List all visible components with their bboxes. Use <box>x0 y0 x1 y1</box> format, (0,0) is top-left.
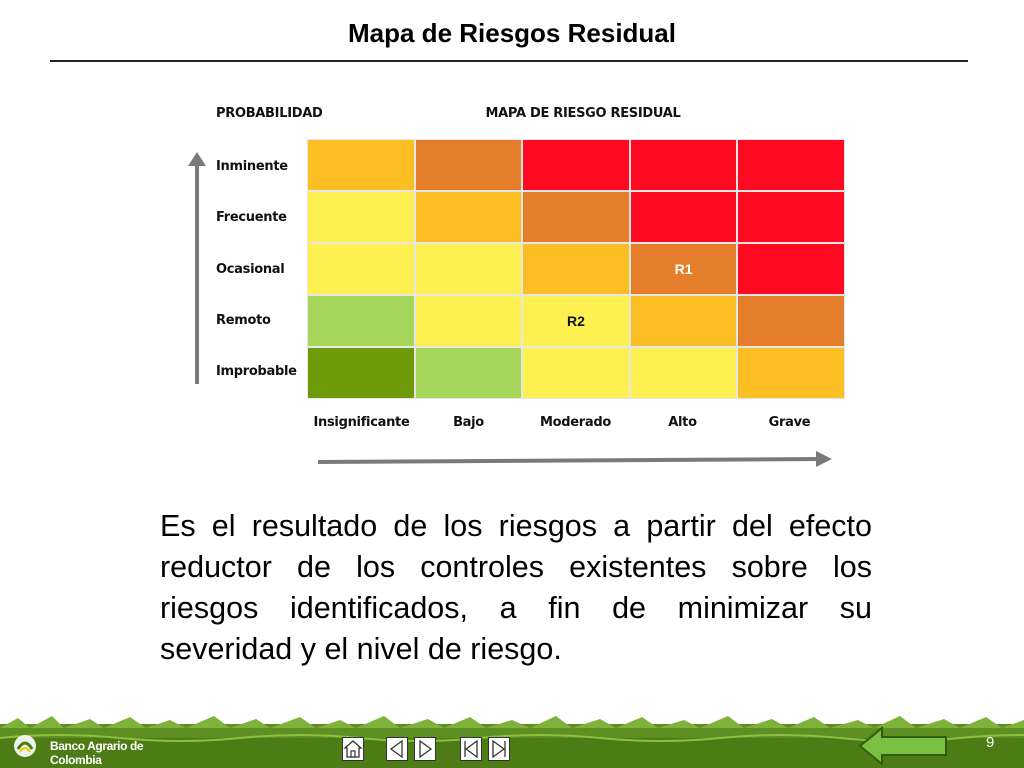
matrix-cell-remoto-moderado: R2 <box>523 296 629 346</box>
impact-arrow-icon <box>317 451 832 467</box>
matrix-cell-inminente-alto <box>630 140 737 190</box>
matrix-cell-ocasional-alto: R1 <box>630 244 737 294</box>
bank-logo-text: Banco Agrario de Colombia <box>50 739 144 767</box>
matrix-cell-inminente-bajo <box>415 140 522 190</box>
bank-logo: Banco Agrario de Colombia <box>12 733 182 767</box>
home-icon <box>343 740 363 758</box>
risk-matrix: R1 R2 <box>307 139 845 399</box>
slide-title: Mapa de Riesgos Residual <box>348 18 676 48</box>
matrix-cell-remoto-bajo <box>415 296 522 346</box>
last-icon <box>492 739 506 759</box>
matrix-cell-remoto-insignificante <box>308 296 414 346</box>
row-label-inminente: Inminente <box>216 159 288 174</box>
row-label-frecuente: Frecuente <box>216 210 287 225</box>
description-paragraph: Es el resultado de los riesgos a partir … <box>160 509 872 666</box>
matrix-title: MAPA DE RIESGO RESIDUAL <box>485 106 681 121</box>
probability-axis-title: PROBABILIDAD <box>216 106 323 121</box>
matrix-cell-ocasional-moderado <box>523 244 629 294</box>
first-slide-button[interactable] <box>460 737 482 761</box>
grass-footer-band <box>0 716 1024 768</box>
next-slide-button[interactable] <box>414 737 436 761</box>
matrix-cell-ocasional-insignificante <box>308 244 414 294</box>
previous-icon <box>389 739 403 759</box>
matrix-cell-ocasional-grave <box>738 244 844 294</box>
bank-logo-icon <box>14 735 36 757</box>
matrix-cell-remoto-alto <box>630 296 737 346</box>
page-number: 9 <box>986 734 995 751</box>
column-label-grave: Grave <box>768 415 811 430</box>
next-icon <box>419 739 433 759</box>
matrix-cell-frecuente-bajo <box>415 192 522 242</box>
row-label-ocasional: Ocasional <box>216 262 285 277</box>
matrix-cell-inminente-grave <box>738 140 844 190</box>
title-underline <box>50 60 968 62</box>
column-label-alto: Alto <box>668 415 697 430</box>
matrix-cell-inminente-moderado <box>523 140 629 190</box>
matrix-cell-improbable-alto <box>630 348 737 398</box>
back-arrow-icon[interactable] <box>858 726 950 766</box>
first-icon <box>464 739 478 759</box>
column-label-moderado: Moderado <box>539 415 611 430</box>
matrix-cell-improbable-bajo <box>415 348 522 398</box>
matrix-cell-inminente-insignificante <box>308 140 414 190</box>
column-label-bajo: Bajo <box>453 415 484 430</box>
matrix-cell-frecuente-moderado <box>523 192 629 242</box>
matrix-cell-improbable-insignificante <box>308 348 414 398</box>
matrix-cell-improbable-grave <box>738 348 844 398</box>
home-button[interactable] <box>342 737 364 761</box>
matrix-cell-frecuente-insignificante <box>308 192 414 242</box>
matrix-cell-frecuente-alto <box>630 192 737 242</box>
row-label-remoto: Remoto <box>216 313 271 328</box>
matrix-cell-ocasional-bajo <box>415 244 522 294</box>
last-slide-button[interactable] <box>488 737 510 761</box>
previous-slide-button[interactable] <box>386 737 408 761</box>
row-label-improbable: Improbable <box>216 364 297 379</box>
matrix-cell-remoto-grave <box>738 296 844 346</box>
matrix-cell-improbable-moderado <box>523 348 629 398</box>
matrix-cell-frecuente-grave <box>738 192 844 242</box>
column-label-insignificante: Insignificante <box>313 415 410 430</box>
probability-arrow-icon <box>188 152 206 384</box>
